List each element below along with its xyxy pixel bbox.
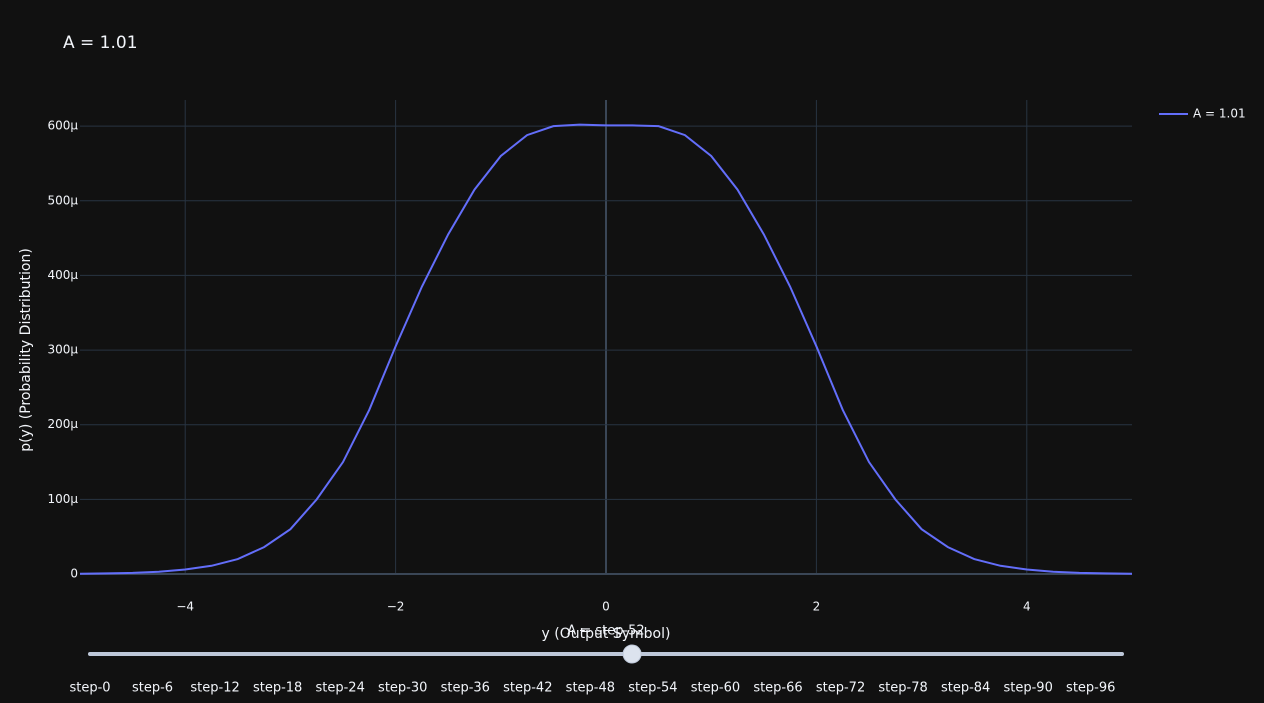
slider-step-label[interactable]: step-78 — [878, 681, 927, 696]
slider-step-label[interactable]: step-24 — [316, 681, 365, 696]
slider-step-label[interactable]: step-84 — [941, 681, 990, 696]
x-tick-label: −4 — [176, 600, 194, 614]
slider-step-label[interactable]: step-48 — [566, 681, 615, 696]
legend-label[interactable]: A = 1.01 — [1193, 107, 1246, 121]
x-tick-label: 2 — [813, 600, 821, 614]
slider-current-value: A = step-52 — [567, 624, 644, 639]
slider-step-label[interactable]: step-90 — [1004, 681, 1053, 696]
y-tick-label: 0 — [70, 567, 78, 581]
slider-handle[interactable] — [622, 644, 642, 664]
slider-step-label[interactable]: step-54 — [628, 681, 677, 696]
slider-step-label[interactable]: step-6 — [132, 681, 173, 696]
slider-step-label[interactable]: step-66 — [753, 681, 802, 696]
y-tick-label: 500μ — [47, 193, 78, 207]
slider-step-label[interactable]: step-72 — [816, 681, 865, 696]
y-tick-label: 400μ — [47, 268, 78, 282]
slider-step-label[interactable]: step-30 — [378, 681, 427, 696]
y-tick-label: 200μ — [47, 417, 78, 431]
x-tick-label: 4 — [1023, 600, 1031, 614]
x-tick-label: 0 — [602, 600, 610, 614]
slider-step-label[interactable]: step-96 — [1066, 681, 1115, 696]
data-line — [79, 123, 1133, 575]
x-axis-title: y (Output Symbol) — [542, 626, 671, 642]
slider-step-label[interactable]: step-42 — [503, 681, 552, 696]
y-tick-label: 600μ — [47, 119, 78, 133]
slider-step-label[interactable]: step-0 — [69, 681, 110, 696]
slider-step-label[interactable]: step-36 — [441, 681, 490, 696]
y-tick-label: 300μ — [47, 343, 78, 357]
y-axis-title: p(y) (Probability Distribution) — [18, 248, 34, 452]
slider-step-label[interactable]: step-12 — [190, 681, 239, 696]
slider-step-label[interactable]: step-60 — [691, 681, 740, 696]
y-tick-label: 100μ — [47, 492, 78, 506]
slider-step-label[interactable]: step-18 — [253, 681, 302, 696]
chart-title: A = 1.01 — [63, 33, 138, 53]
x-tick-label: −2 — [387, 600, 405, 614]
